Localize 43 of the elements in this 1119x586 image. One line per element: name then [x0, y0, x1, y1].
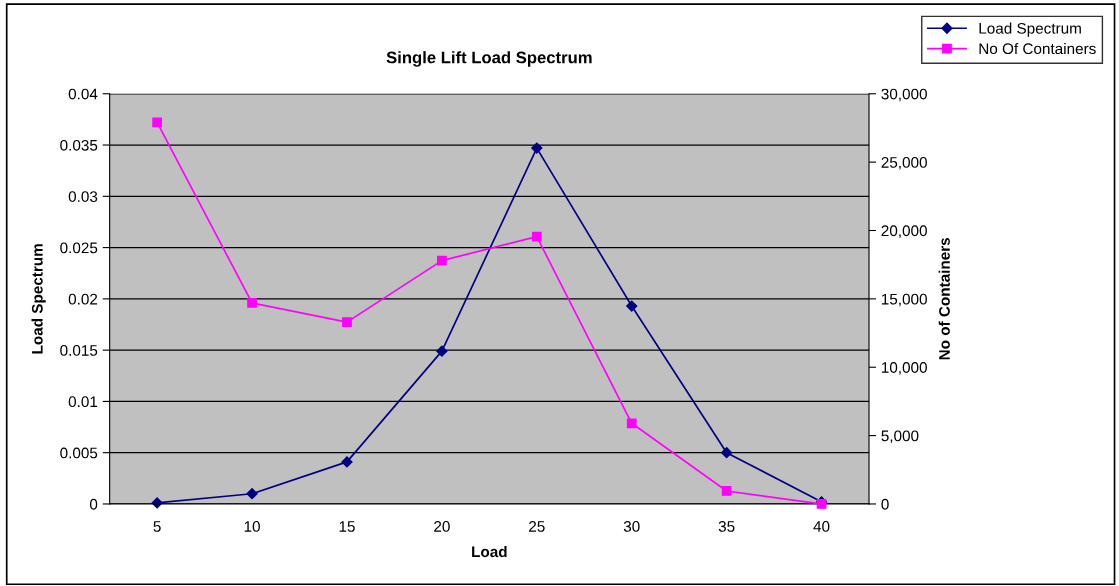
y-tick-label: 0.01: [68, 396, 98, 408]
y2-tick-label: 25,000: [881, 156, 927, 170]
chart-title: Single Lift Load Spectrum: [386, 51, 592, 67]
y2-tick-label: 30,000: [881, 88, 927, 102]
x-tick-label: 40: [813, 521, 830, 532]
y-tick-label: 0.015: [60, 345, 98, 356]
x-tick-label: 15: [339, 521, 355, 532]
x-tick-label: 5: [153, 521, 161, 532]
point: [626, 300, 638, 312]
x-tick-label: 30: [623, 521, 640, 532]
point: [246, 488, 258, 500]
y2-tick-label: 20,000: [881, 225, 927, 238]
x-axis-title: Load: [472, 545, 507, 558]
y-tick-label: 0.035: [60, 139, 98, 151]
y-tick-label: 0: [89, 498, 98, 510]
point: [436, 345, 448, 357]
point: [531, 231, 542, 242]
y-axis-title: Load Spectrum: [31, 244, 46, 354]
y2-axis-title: No of Containers: [938, 237, 950, 360]
y-tick-label: 0.02: [68, 293, 98, 305]
point: [437, 255, 447, 266]
y2-tick-label: 10,000: [881, 362, 927, 375]
y2-tick-label: 5,000: [881, 430, 919, 444]
point: [247, 298, 257, 308]
y2-tick-label: 15,000: [881, 293, 927, 307]
x-tick-label: 25: [529, 521, 545, 532]
x-tick-label: 35: [718, 521, 735, 532]
point: [721, 486, 732, 496]
point: [626, 418, 637, 429]
x-tick-label: 10: [244, 521, 260, 532]
point: [152, 117, 162, 128]
y2-tick-label: 0: [881, 498, 889, 510]
legend-label: Load Spectrum: [979, 22, 1081, 37]
y-tick-label: 0.025: [60, 242, 98, 254]
point: [721, 447, 733, 459]
y-tick-label: 0.03: [68, 191, 98, 202]
point: [531, 142, 543, 154]
legend-label: No Of Containers: [979, 42, 1096, 55]
y-tick-label: 0.04: [68, 88, 98, 100]
y-tick-label: 0.005: [60, 447, 98, 459]
point: [341, 456, 353, 468]
point: [342, 317, 352, 327]
x-tick-label: 20: [434, 521, 450, 532]
